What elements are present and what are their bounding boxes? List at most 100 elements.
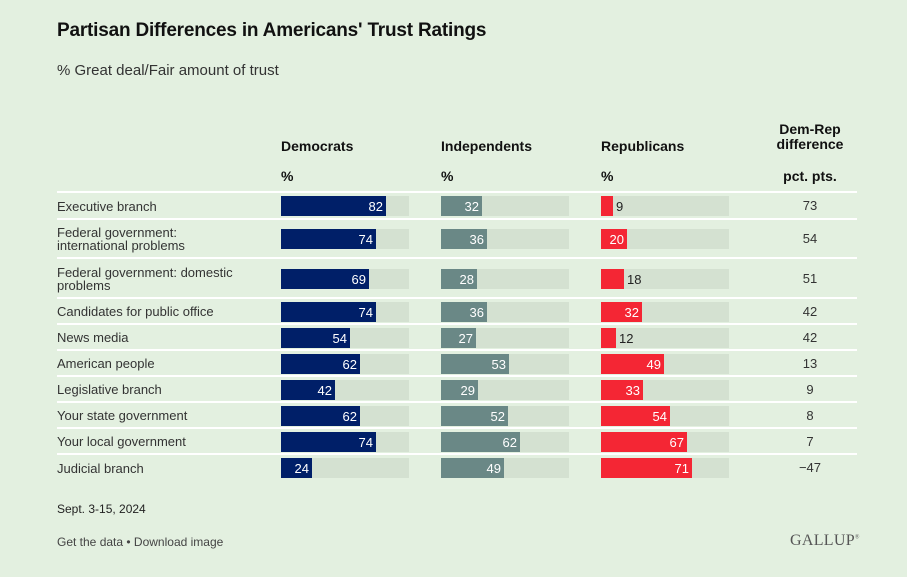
survey-date: Sept. 3-15, 2024 [57, 502, 146, 516]
gallup-logo: GALLUP® [790, 532, 860, 549]
row-separator [57, 218, 857, 220]
bar-dem [281, 301, 376, 322]
bar-value-label-rep: 32 [624, 304, 639, 320]
difference-value: 51 [802, 270, 818, 286]
row-label-line: Your local government [57, 434, 186, 449]
bar-dem [281, 458, 312, 478]
link-separator: • [123, 535, 134, 549]
bar-track-dem: 24 [281, 458, 409, 478]
bar-value-label-ind: 52 [490, 408, 505, 424]
bar-dem [281, 379, 335, 400]
bar-ind [441, 196, 482, 216]
difference-value: 73 [802, 198, 818, 213]
bar-rep [601, 458, 692, 478]
bar-value-label-rep: 12 [619, 330, 634, 346]
bar-value-label-ind: 29 [460, 382, 475, 398]
row-separator [57, 427, 857, 429]
bar-dem [281, 405, 360, 426]
bar-value-label-rep: 49 [646, 356, 661, 372]
bar-value-label-dem: 74 [358, 304, 373, 320]
bar-track-dem: 62 [281, 353, 409, 374]
download-image-link[interactable]: Download image [133, 535, 224, 549]
bar-value-label-rep: 18 [627, 271, 642, 287]
row-separator [57, 191, 857, 193]
bar-ind [441, 327, 476, 348]
bar-value-label-ind: 32 [464, 199, 479, 214]
bar-value-label-ind: 49 [486, 461, 501, 476]
row-label: Federal government: international problem… [57, 226, 185, 252]
bar-dem [281, 196, 386, 216]
bar-value-label-dem: 69 [351, 271, 366, 287]
column-header-difference: Dem-Rep difference [760, 122, 860, 152]
row-label-line: News media [57, 330, 129, 345]
difference-header-line2: difference [776, 136, 844, 152]
bar-track-ind: 29 [441, 379, 569, 400]
bar-track-rep: 18 [601, 268, 729, 289]
column-header-independents: Independents [441, 138, 533, 154]
bar-value-label-dem: 42 [317, 382, 332, 398]
row-label: Judicial branch [57, 462, 144, 475]
difference-value: 9 [806, 381, 814, 397]
bar-value-label-dem: 54 [332, 330, 347, 346]
row-label: Federal government: domestic problems [57, 266, 233, 292]
row-label: Your state government [57, 409, 187, 422]
bar-rep [601, 431, 687, 452]
bar-value-label-dem: 24 [294, 461, 309, 476]
bar-dem [281, 229, 376, 249]
bar-track-rep: 67 [601, 431, 729, 452]
column-header-republicans: Republicans [601, 138, 685, 154]
row-label-line: Federal government: [57, 225, 177, 240]
bar-value-label-ind: 27 [458, 330, 473, 346]
bar-rep [601, 229, 627, 249]
bar-rep [601, 301, 642, 322]
row-separator [57, 401, 857, 403]
bar-rep [601, 196, 613, 216]
bar-track-ind: 52 [441, 405, 569, 426]
row-separator [57, 349, 857, 351]
get-data-link[interactable]: Get the data [57, 535, 124, 549]
bar-rep [601, 353, 664, 374]
chart-title: Partisan Differences in Americans' Trust… [57, 20, 487, 41]
bar-ind [441, 353, 509, 374]
bar-rep [601, 268, 624, 289]
row-label-line: American people [57, 356, 155, 371]
bar-value-label-rep: 9 [616, 199, 624, 214]
bar-track-dem: 74 [281, 301, 409, 322]
bar-track-ind: 62 [441, 431, 569, 452]
bar-value-label-ind: 28 [459, 271, 474, 287]
bar-ind [441, 379, 478, 400]
bar-track-ind: 32 [441, 196, 569, 216]
bar-value-label-dem: 74 [358, 434, 373, 450]
row-label: American people [57, 357, 155, 370]
bar-track-ind: 36 [441, 229, 569, 249]
bar-track-rep: 33 [601, 379, 729, 400]
bar-rep [601, 327, 616, 348]
bar-track-ind: 36 [441, 301, 569, 322]
bar-ind [441, 458, 504, 478]
bar-ind [441, 431, 520, 452]
row-label-line: Candidates for public office [57, 304, 214, 319]
row-separator [57, 375, 857, 377]
row-separator [57, 323, 857, 325]
row-separator [57, 453, 857, 455]
bar-ind [441, 268, 477, 289]
bar-ind [441, 301, 487, 322]
row-label-line: problems [57, 277, 111, 293]
row-label: Executive branch [57, 200, 157, 213]
difference-value: 13 [802, 355, 818, 371]
row-separator [57, 257, 857, 259]
bar-value-label-ind: 62 [502, 434, 517, 450]
difference-value: 8 [806, 407, 814, 423]
bar-value-label-ind: 53 [491, 356, 506, 372]
difference-value: 42 [802, 329, 818, 345]
chart-subtitle: % Great deal/Fair amount of trust [57, 62, 279, 79]
bar-track-rep: 49 [601, 353, 729, 374]
bar-dem [281, 268, 369, 289]
gallup-logo-text: GALLUP [790, 532, 855, 549]
bar-track-dem: 82 [281, 196, 409, 216]
bar-value-label-rep: 71 [674, 461, 689, 476]
difference-value: 42 [802, 303, 818, 319]
bar-track-ind: 28 [441, 268, 569, 289]
row-label-line: Your state government [57, 408, 188, 423]
bar-track-rep: 71 [601, 458, 729, 478]
